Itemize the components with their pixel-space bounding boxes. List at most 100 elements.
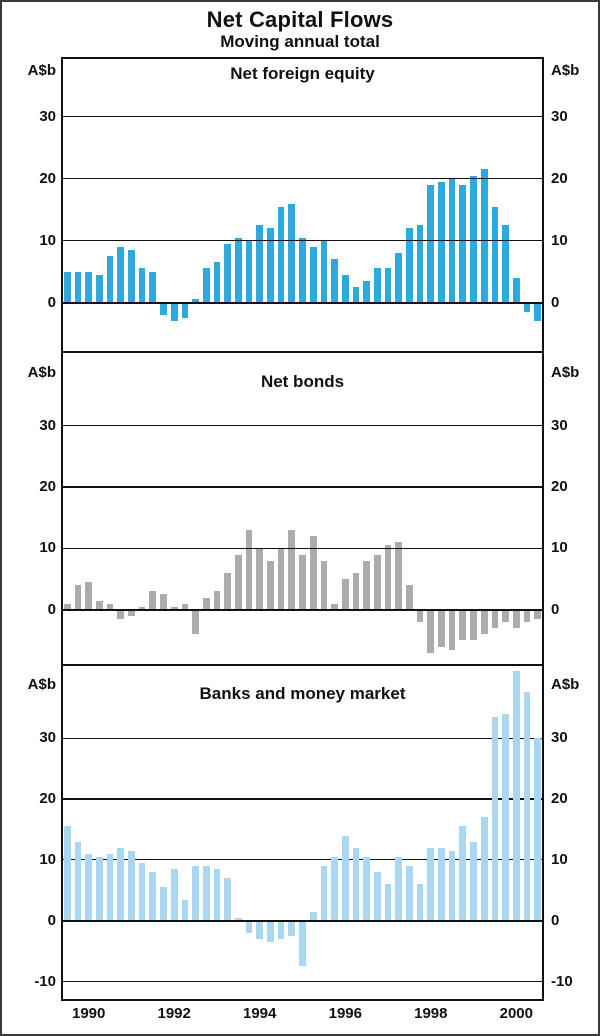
bar [245,920,253,933]
chart-subtitle: Moving annual total [220,32,380,51]
bar [256,920,264,940]
bar [320,240,328,303]
bar [192,299,199,303]
bar [181,302,189,318]
bar [267,228,274,303]
x-tick-label: 1998 [414,1005,448,1022]
bar [395,253,403,303]
bar [373,872,381,921]
bar [160,887,167,921]
bar [512,609,520,629]
y-tick-label: -10 [551,972,573,990]
bar [256,548,264,610]
gridline [62,859,543,861]
bar [160,302,167,315]
bar [309,536,317,610]
bar [138,606,146,610]
y-tick-label: 10 [39,231,56,249]
y-axis-unit-label: A$b [27,364,56,381]
plot-right-border [542,57,544,1001]
gridline [62,547,543,549]
x-tick-label: 2000 [499,1005,533,1022]
bar [288,530,296,610]
bar [470,175,477,303]
bar [309,246,317,303]
bar [277,548,285,610]
bar [438,609,445,647]
bar [352,287,360,303]
x-tick-label: 1994 [243,1005,277,1022]
bar [96,856,103,921]
bar [331,259,338,303]
y-tick-label: 20 [39,790,56,807]
bar [416,609,424,623]
y-axis-unit-label: A$b [551,364,580,381]
bar [63,271,71,303]
bar [277,206,285,303]
panel-top-border [61,57,544,59]
bar [117,847,125,921]
y-tick-label: 30 [39,416,56,434]
bar [117,246,125,303]
bar [459,826,467,921]
bar [341,579,349,610]
gridline [62,486,543,488]
bar [523,609,531,623]
bar [85,271,93,303]
y-tick-label: 10 [39,539,56,557]
bar [534,609,541,619]
bar [74,841,82,921]
bar [470,841,477,921]
bar [459,609,467,641]
bar [202,866,210,921]
y-tick-label: 30 [551,416,568,434]
bar [267,560,274,610]
bar [384,268,392,303]
bar [448,609,456,650]
y-tick-label: 0 [47,293,56,311]
panel-title-banks-money-market: Banks and money market [199,684,406,703]
x-axis-line [61,999,544,1001]
y-tick-label: 20 [39,169,56,187]
bar [331,856,338,921]
bar [480,609,488,635]
bar [427,184,435,303]
bar [234,554,242,610]
bar [96,274,103,303]
bar [213,869,221,921]
y-tick-label: 0 [551,600,560,618]
bar [459,184,467,303]
bar [448,850,456,921]
bar [352,572,360,610]
y-axis-unit-label: A$b [551,676,580,693]
bar [288,920,296,936]
bar [406,228,413,303]
bar [384,545,392,610]
bar [202,268,210,303]
bar [256,225,264,303]
bar [320,560,328,610]
bar [63,603,71,610]
x-tick-label: 1990 [72,1005,106,1022]
bar [299,920,306,967]
gridline [62,981,543,983]
bar [234,237,242,303]
zero-line [62,919,543,922]
bar [288,203,296,303]
bar [224,878,232,921]
bar [320,866,328,921]
bar [106,256,114,303]
bar [85,582,93,610]
bar [534,738,541,921]
y-tick-label: 20 [551,169,568,187]
bar [331,603,338,610]
bar [74,585,82,610]
bar [245,240,253,303]
bar [267,920,274,943]
bar [341,835,349,921]
bar [373,554,381,610]
bar [512,671,520,921]
bar [299,237,306,303]
bar [138,268,146,303]
